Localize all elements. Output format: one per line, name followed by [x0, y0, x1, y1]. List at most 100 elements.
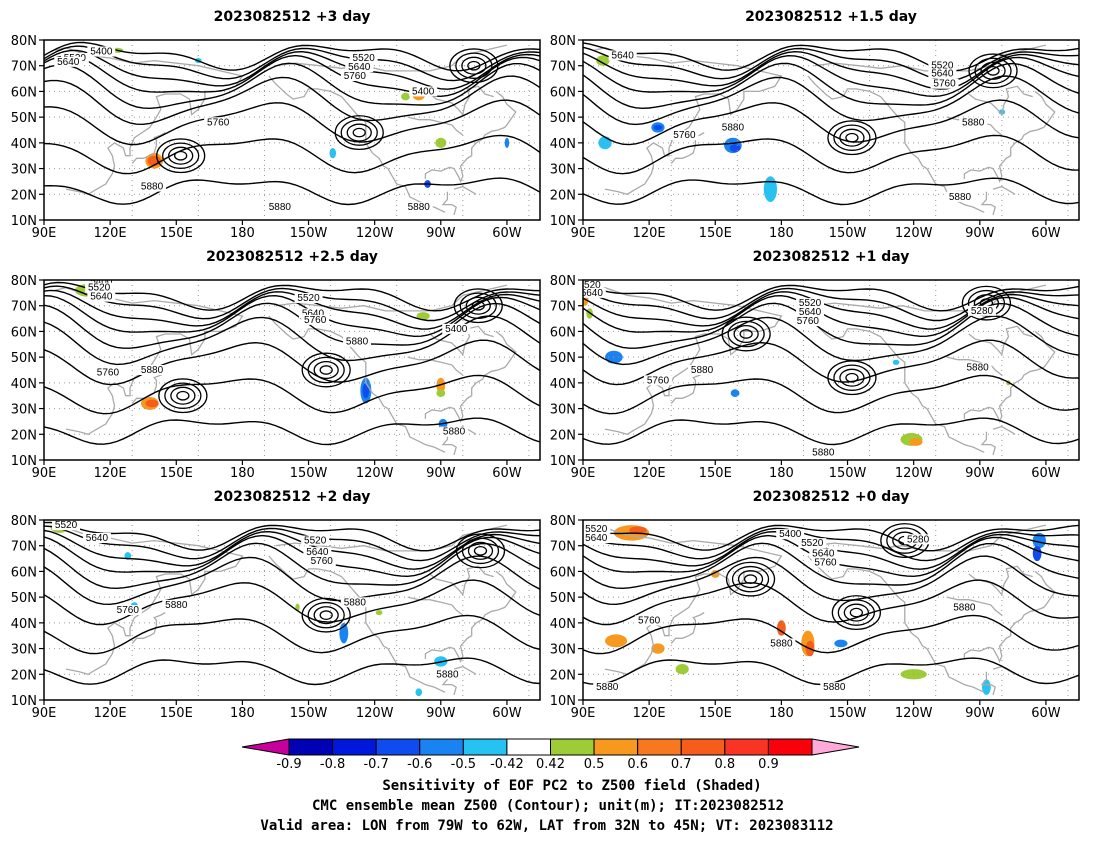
z500-contour	[44, 555, 540, 606]
contour-label-bg	[404, 202, 433, 213]
contour-center	[827, 120, 877, 156]
colorbar-label: 0.5	[584, 757, 605, 772]
y-tick-label: 50N	[550, 351, 576, 366]
contour-label-bg	[643, 375, 672, 386]
x-tick-label: 120E	[633, 706, 666, 721]
x-tick-label: 120W	[895, 466, 933, 481]
contour-label-bg	[54, 56, 83, 67]
z500-contour	[44, 99, 540, 146]
contour-label-bg	[928, 68, 957, 79]
y-tick-label: 80N	[550, 514, 576, 529]
contour-label: 5880	[344, 597, 367, 608]
colorbar-extend-high	[811, 738, 860, 756]
contour-label-bg	[138, 181, 167, 192]
z500-contour	[44, 374, 540, 415]
z500-contour	[44, 177, 540, 206]
contour-label: 5880	[346, 337, 369, 348]
z500-contour	[44, 134, 540, 175]
y-tick-label: 60N	[550, 565, 576, 580]
contour-label-bg	[440, 426, 469, 437]
contour-label-bg	[809, 548, 838, 559]
y-tick-label: 30N	[11, 403, 37, 418]
contour-center	[449, 48, 499, 84]
contour-label-bg	[583, 533, 611, 543]
x-tick-label: 90W	[426, 466, 456, 481]
contour-label: 5640	[581, 288, 604, 299]
contour-label-bg	[52, 520, 81, 531]
x-tick-label: 180	[230, 706, 255, 721]
y-tick-label: 60N	[550, 85, 576, 100]
panel-frame	[582, 279, 1080, 461]
contour-label-bg	[811, 557, 840, 568]
y-tick-label: 40N	[11, 377, 37, 392]
contour-label-bg	[298, 308, 327, 319]
z500-contour	[583, 614, 1079, 655]
z500-contour	[44, 45, 540, 82]
contour-label-bg	[930, 78, 959, 89]
z500-contour	[44, 294, 540, 338]
contour-label-bg	[593, 682, 622, 693]
y-tick-label: 10N	[11, 214, 37, 229]
contour-label-bg	[442, 323, 471, 334]
contour-label: 5640	[612, 50, 635, 61]
coastline	[968, 85, 1033, 117]
contour-label: 5760	[933, 79, 956, 90]
contour-label-bg	[608, 50, 637, 61]
colorbar-label: 0.7	[671, 757, 692, 772]
sensitivity-patch	[598, 136, 612, 150]
contour-label: 5520	[353, 53, 376, 64]
y-tick-label: 20N	[11, 188, 37, 203]
contour-label: 5760	[797, 316, 820, 327]
contour-label: 5880	[141, 365, 164, 376]
contour-label: 5760	[638, 615, 661, 626]
contour-label: 5400	[779, 529, 802, 540]
contour-label: 5640	[57, 57, 80, 68]
contour-label-bg	[433, 669, 462, 680]
coastline	[407, 596, 464, 616]
caption-line-2: CMC ensemble mean Z500 (Contour); unit(m…	[312, 798, 784, 814]
x-tick-label: 180	[230, 466, 255, 481]
contour-label: 5280	[907, 534, 930, 545]
contour-label: 5520	[799, 298, 822, 309]
z500-contour	[583, 527, 1079, 562]
contour-center	[301, 352, 351, 388]
y-tick-label: 30N	[11, 163, 37, 178]
contour-label: 5880	[408, 202, 431, 213]
colorbar-box	[680, 738, 726, 756]
colorbar-label: 0.9	[758, 757, 779, 772]
y-tick-label: 60N	[11, 565, 37, 580]
sensitivity-patch	[401, 92, 410, 101]
coastline	[670, 612, 705, 644]
contour-label: 5520	[304, 536, 327, 547]
panel-title: 2023082512 +2 day	[214, 489, 371, 505]
colorbar-box	[375, 738, 421, 756]
coastline	[963, 330, 1056, 424]
coastline	[992, 185, 1016, 195]
y-tick-label: 80N	[550, 34, 576, 49]
y-tick-label: 40N	[11, 617, 37, 632]
y-tick-label: 40N	[550, 617, 576, 632]
coastline	[131, 612, 166, 644]
z500-contour	[583, 657, 1079, 686]
coastline	[453, 665, 477, 675]
x-tick-label: 150W	[829, 226, 867, 241]
contour-label-bg	[968, 305, 997, 316]
z500-contour	[583, 134, 1079, 175]
contour-label-bg	[583, 287, 606, 298]
coastline	[946, 356, 1003, 376]
coastline	[980, 671, 996, 696]
contour-label: 5640	[931, 68, 954, 79]
contour-label-bg	[798, 538, 827, 549]
y-tick-label: 30N	[550, 403, 576, 418]
contour-label: 5520	[297, 293, 320, 304]
contour-label: 5520	[801, 538, 824, 549]
colorbar-label: -0.5	[451, 757, 476, 772]
x-tick-label: 150E	[160, 226, 193, 241]
y-tick-label: 20N	[11, 668, 37, 683]
x-tick-label: 90E	[32, 466, 57, 481]
y-tick-label: 80N	[11, 274, 37, 289]
z500-contour	[583, 46, 1079, 82]
colorbar-box	[288, 738, 334, 756]
map-panel-1: 5400552056405400552056405760576058805880…	[11, 9, 541, 241]
